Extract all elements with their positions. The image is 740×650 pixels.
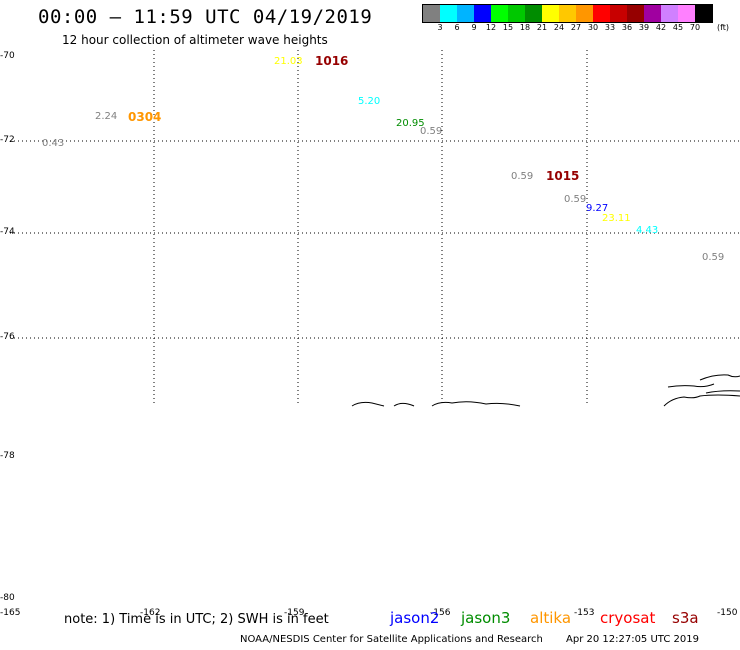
legend-tick-label: 3 [437,23,443,32]
map-title: 00:00 – 11:59 UTC 04/19/2019 [38,6,373,28]
color-legend [422,4,713,23]
legend-tick-label: 30 [587,23,599,32]
wave-height-obs: 20.95 [396,118,425,129]
coastline-path [667,383,715,388]
legend-tick-label: 27 [570,23,582,32]
legend-tick-label: 33 [604,23,616,32]
lon-label: -150 [717,608,738,618]
lon-label: -156 [430,608,451,618]
pass-label: 1015 [546,169,580,183]
wave-height-obs: 0.59 [702,252,725,263]
coastline-path [699,374,740,381]
legend-tick-label: 9 [471,23,477,32]
legend-swatch [644,5,661,22]
legend-swatch [593,5,610,22]
legend-tick-label: 70 [689,23,701,32]
credit-text: NOAA/NESDIS Center for Satellite Applica… [240,634,543,645]
legend-swatch [525,5,542,22]
lon-label: -159 [284,608,305,618]
satellite-label: s3a [672,609,699,627]
legend-swatch [423,5,440,22]
legend-unit: (ft) [717,23,730,32]
lat-label: -72 [0,135,15,145]
legend-tick-label: 45 [672,23,684,32]
graticule [10,50,740,406]
map-subtitle: 12 hour collection of altimeter wave hei… [62,33,328,47]
satellite-label: altika [530,609,572,627]
legend-swatch [508,5,525,22]
wave-height-obs: 23.11 [602,213,631,224]
legend-swatch [542,5,559,22]
coastline-path [393,402,415,407]
lat-label: -78 [0,451,15,461]
satellite-label: jason2 [390,609,440,627]
footnote: note: 1) Time is in UTC; 2) SWH is in fe… [64,612,329,627]
coastline-path [351,401,385,407]
legend-swatch [610,5,627,22]
lon-label: -162 [140,608,161,618]
wave-height-obs: 0.43 [42,138,65,149]
legend-tick-label: 42 [655,23,667,32]
satellite-label: cryosat [600,609,656,627]
lon-label: -153 [574,608,595,618]
coastline [351,374,740,407]
legend-tick-label: 21 [536,23,548,32]
lat-label: -70 [0,51,15,61]
wave-height-obs: 4.43 [636,225,659,236]
pass-label: 1016 [315,54,349,68]
legend-swatch [474,5,491,22]
lat-label: -74 [0,227,15,237]
legend-swatch [440,5,457,22]
wave-height-obs: 2.24 [95,111,118,122]
legend-tick-label: 36 [621,23,633,32]
legend-swatch [576,5,593,22]
wave-height-obs: 0.59 [511,171,534,182]
wave-height-obs: 0.59 [420,126,443,137]
legend-swatch [661,5,678,22]
lon-label: -165 [0,608,21,618]
wave-height-obs: 5.20 [358,96,381,107]
legend-tick-label: 6 [454,23,460,32]
legend-tick-label: 24 [553,23,565,32]
legend-swatch [678,5,695,22]
satellite-label: jason3 [461,609,511,627]
legend-tick-label: 18 [519,23,531,32]
legend-swatch [627,5,644,22]
coastline-path [663,394,740,407]
coastline-path [431,401,521,407]
legend-swatch [457,5,474,22]
wave-height-obs: 9.27 [586,203,609,214]
lat-label: -76 [0,332,15,342]
lat-label: -80 [0,593,15,603]
legend-tick-label: 15 [502,23,514,32]
coastline-path [705,390,740,394]
legend-tick-label: 12 [485,23,497,32]
legend-swatch [695,5,712,22]
wave-height-obs: 0.59 [564,194,587,205]
wave-height-obs: 21.03 [274,56,303,67]
pass-label: 0304 [128,110,162,124]
generated-timestamp: Apr 20 12:27:05 UTC 2019 [566,634,699,645]
legend-swatch [559,5,576,22]
legend-tick-label: 39 [638,23,650,32]
legend-swatch [491,5,508,22]
